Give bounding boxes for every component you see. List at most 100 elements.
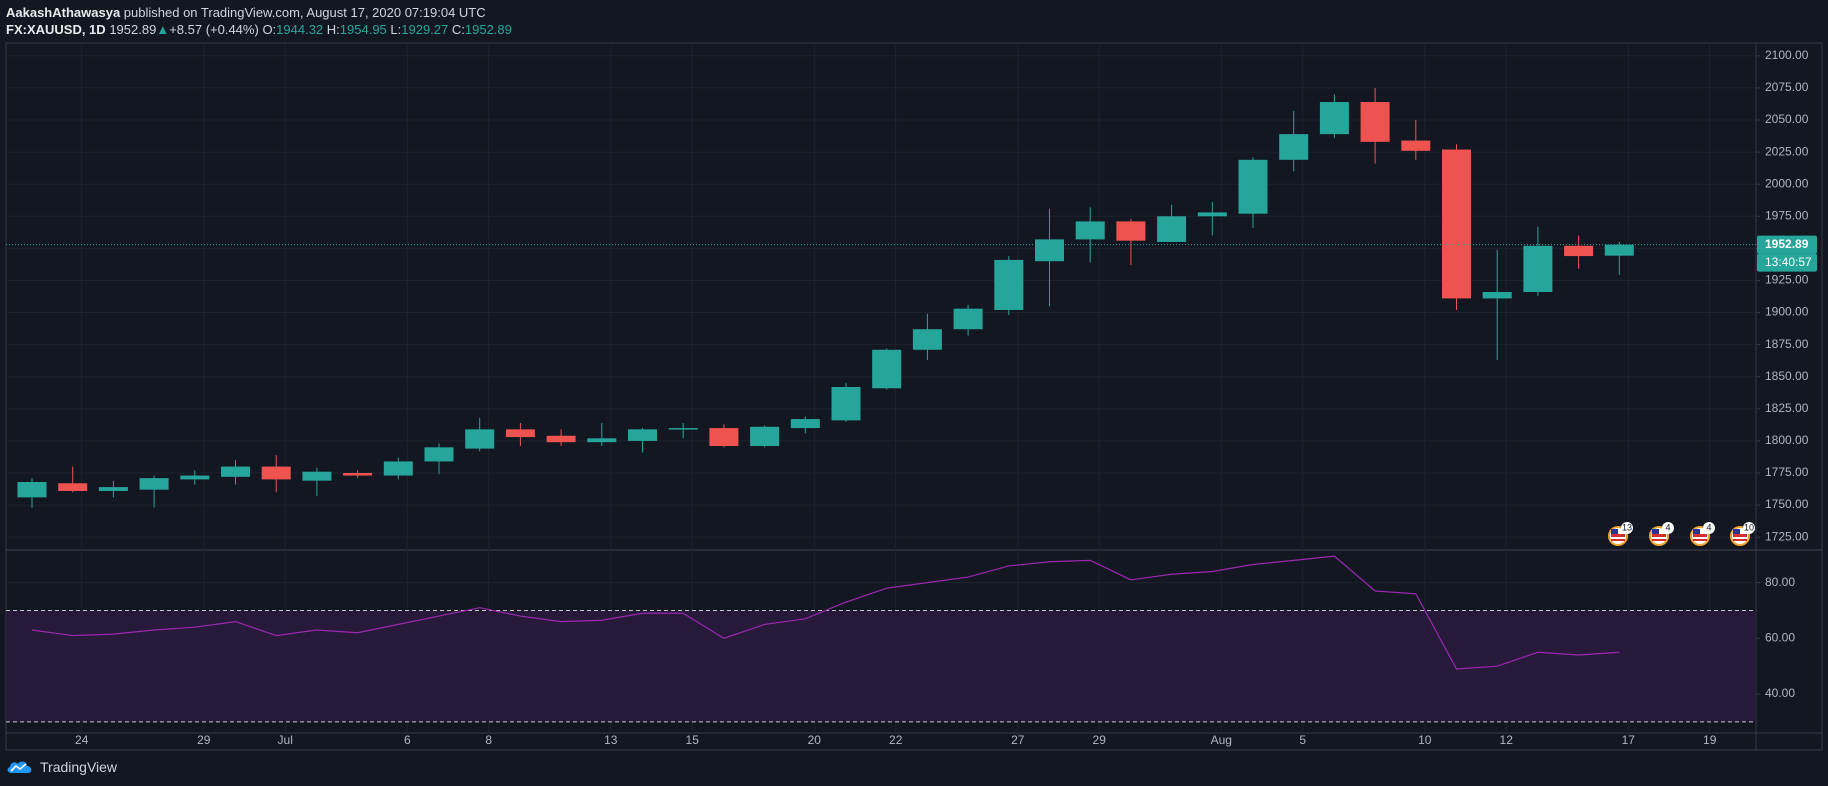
candle-up[interactable] — [302, 467, 332, 497]
author-name[interactable]: AakashAthawasya — [6, 5, 121, 20]
publish-line: AakashAthawasya published on TradingView… — [6, 4, 512, 21]
low-label: L: — [390, 22, 402, 37]
economic-event-flag-icon[interactable]: 4 — [1649, 522, 1674, 546]
candle-down[interactable] — [546, 429, 576, 447]
time-axis-label: 8 — [485, 733, 492, 747]
candle-down[interactable] — [1442, 144, 1471, 310]
price-axis-label: 1775.00 — [1765, 465, 1809, 479]
candle-up[interactable] — [1279, 111, 1309, 172]
candle-body — [587, 438, 617, 443]
price-axis-label: 1900.00 — [1765, 305, 1809, 319]
flag-canton — [1693, 529, 1700, 534]
price-pane[interactable] — [17, 87, 1634, 508]
candle-body — [546, 435, 576, 443]
candle-body — [1116, 221, 1146, 241]
candle-body — [750, 426, 780, 447]
candle-up[interactable] — [872, 348, 902, 390]
economic-event-flag-icon[interactable]: 10 — [1730, 522, 1755, 546]
candle-down[interactable] — [261, 455, 291, 493]
flag-stripe — [1733, 539, 1747, 541]
candle-body — [1360, 102, 1390, 142]
candle-body — [790, 419, 820, 429]
candle-up[interactable] — [1075, 207, 1105, 263]
candle-body — [1401, 140, 1431, 151]
tradingview-brand[interactable]: TradingView — [6, 756, 117, 778]
candle-down[interactable] — [58, 466, 88, 493]
candle-up[interactable] — [1482, 249, 1512, 361]
candle-up[interactable] — [98, 480, 128, 498]
candle-up[interactable] — [1604, 242, 1634, 275]
countdown-tag — [1757, 253, 1817, 272]
candle-body — [831, 386, 861, 421]
candle-body — [261, 466, 291, 480]
candle-down[interactable] — [1360, 87, 1390, 164]
candle-body — [343, 472, 373, 476]
candle-down[interactable] — [1116, 218, 1146, 266]
time-axis-label: 13 — [604, 733, 618, 747]
flag-stripe — [1652, 534, 1666, 537]
candle-up[interactable] — [1523, 226, 1553, 296]
candle-up[interactable] — [994, 256, 1024, 316]
candle-up[interactable] — [139, 475, 169, 508]
flag-count-bubble — [1703, 522, 1715, 534]
flag-count: 13 — [1622, 522, 1632, 532]
candle-up[interactable] — [465, 417, 495, 452]
candle-body — [1564, 245, 1594, 257]
candle-up[interactable] — [587, 422, 617, 447]
chart-frame — [5, 42, 1823, 751]
candle-up[interactable] — [628, 428, 657, 453]
candle-up[interactable] — [1238, 157, 1268, 228]
candle-up[interactable] — [424, 443, 454, 475]
price-axis-label: 1975.00 — [1765, 208, 1809, 222]
time-axis-label: 19 — [1703, 733, 1717, 747]
rsi-line[interactable] — [31, 555, 1620, 670]
rsi-pane[interactable] — [6, 555, 1756, 723]
candle-up[interactable] — [831, 383, 861, 422]
time-axis-label: Aug — [1211, 733, 1232, 747]
publish-info: published on TradingView.com, August 17,… — [123, 5, 486, 20]
candle-body — [1197, 212, 1227, 217]
candle-down[interactable] — [343, 470, 373, 479]
time-axis-label: 27 — [1011, 733, 1025, 747]
candle-up[interactable] — [1157, 204, 1187, 242]
candle-body — [912, 329, 942, 350]
price-axis-label: 2075.00 — [1765, 80, 1809, 94]
candle-up[interactable] — [668, 422, 698, 439]
candle-body — [180, 475, 210, 480]
price-axis-label: 1750.00 — [1765, 497, 1809, 511]
candle-up[interactable] — [221, 460, 250, 485]
tradingview-cloud-icon — [7, 761, 32, 773]
high-label: H: — [326, 22, 340, 37]
candle-up[interactable] — [1319, 94, 1349, 138]
ohlc-line: FX:XAUUSD, 1D 1952.89▲+8.57 (+0.44%) O:1… — [6, 21, 512, 38]
candle-up[interactable] — [953, 304, 983, 336]
candle-up[interactable] — [383, 457, 413, 480]
price-axis-label: 1800.00 — [1765, 433, 1809, 447]
candle-up[interactable] — [17, 478, 47, 508]
candle-body — [668, 428, 698, 430]
candle-down[interactable] — [1401, 120, 1431, 160]
candle-up[interactable] — [1035, 208, 1064, 307]
candle-down[interactable] — [505, 422, 535, 447]
candle-up[interactable] — [180, 470, 210, 485]
countdown-label: 13:40:57 — [1765, 255, 1812, 269]
candle-down[interactable] — [1564, 235, 1594, 269]
candle-body — [424, 447, 454, 462]
last-price: 1952.89 — [109, 22, 157, 37]
candle-body — [1319, 102, 1349, 135]
symbol-label[interactable]: FX:XAUUSD, 1D — [6, 22, 106, 37]
flag-stripe — [1733, 534, 1747, 537]
candle-up[interactable] — [1197, 202, 1227, 236]
up-arrow-icon: ▲ — [156, 22, 170, 37]
candle-down[interactable] — [709, 424, 739, 448]
candle-up[interactable] — [912, 313, 942, 361]
candle-body — [1075, 221, 1105, 240]
chart-header: AakashAthawasya published on TradingView… — [6, 4, 512, 38]
economic-event-flag-icon[interactable]: 4 — [1690, 522, 1715, 546]
economic-event-flag-icon[interactable]: 13 — [1608, 522, 1633, 546]
time-axis-label: 20 — [808, 733, 822, 747]
candle-body — [98, 487, 128, 491]
candle-up[interactable] — [750, 425, 780, 448]
candle-up[interactable] — [790, 416, 820, 434]
